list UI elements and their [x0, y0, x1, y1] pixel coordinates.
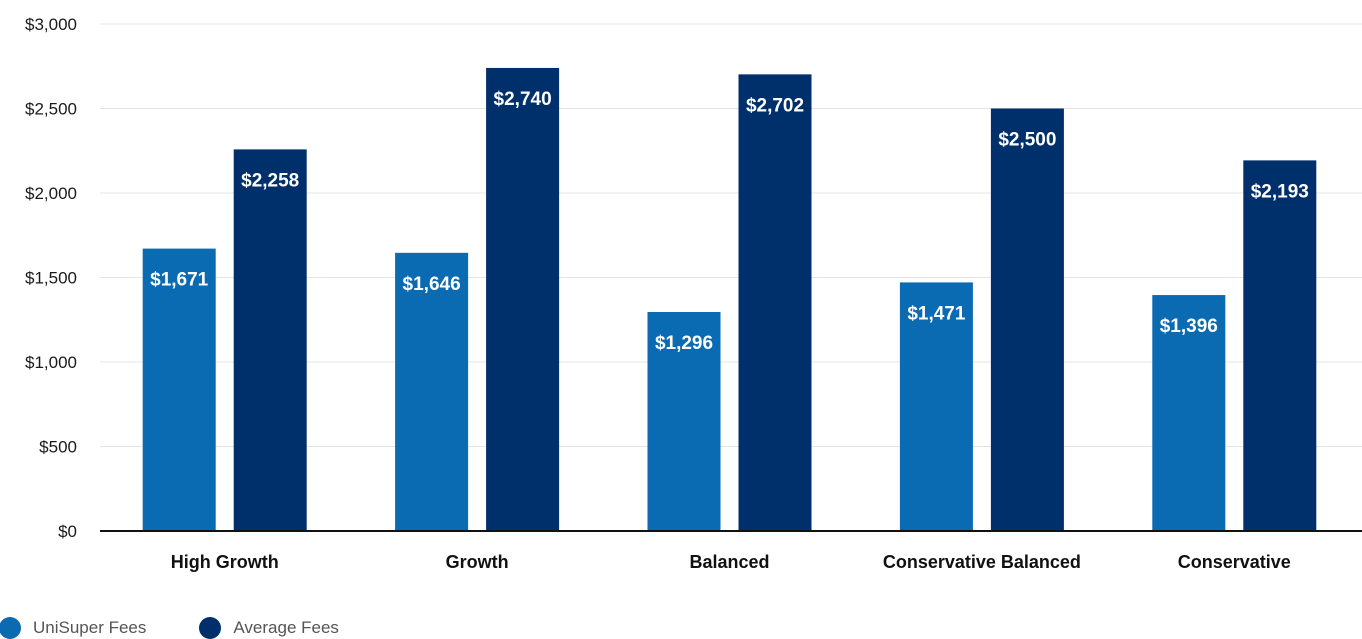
y-tick-label: $1,000 — [25, 353, 77, 372]
bar-average[interactable] — [486, 67, 560, 531]
y-tick-label: $2,000 — [25, 184, 77, 203]
bar-unisuper[interactable] — [1152, 295, 1226, 531]
bar-data-label: $2,258 — [241, 170, 299, 191]
legend-swatch-average — [199, 617, 222, 639]
bar-unisuper[interactable] — [647, 311, 721, 531]
y-tick-label: $500 — [39, 438, 77, 457]
y-tick-label: $0 — [58, 522, 77, 541]
bar-average[interactable] — [1243, 160, 1317, 531]
bar-average[interactable] — [990, 108, 1064, 532]
bar-data-label: $1,671 — [150, 270, 209, 291]
legend-item-unisuper[interactable]: UniSuper Fees — [0, 617, 146, 639]
bar-average[interactable] — [738, 74, 812, 531]
legend-item-average[interactable]: Average Fees — [199, 617, 339, 639]
x-category-label: Conservative Balanced — [883, 552, 1081, 572]
y-axis-ticks: $0 $500 $1,000 $1,500 $2,000 $2,500 $3,000 — [25, 15, 77, 541]
bar-data-label: $1,296 — [655, 333, 713, 354]
bar-data-label: $1,471 — [907, 303, 966, 324]
y-tick-label: $2,500 — [25, 100, 77, 119]
bar-data-label: $2,740 — [494, 89, 552, 110]
x-category-label: Growth — [446, 552, 509, 572]
legend-label-unisuper: UniSuper Fees — [33, 618, 147, 637]
x-axis-category-labels: High Growth Growth Balanced Conservative Ba… — [171, 552, 1291, 572]
bar-unisuper[interactable] — [899, 282, 973, 531]
y-tick-label: $1,500 — [25, 269, 77, 288]
bar-average[interactable] — [233, 149, 307, 531]
legend-swatch-unisuper — [0, 617, 21, 639]
bar-data-label: $2,193 — [1251, 181, 1309, 202]
bar-data-label: $1,646 — [403, 274, 461, 295]
bars — [142, 67, 1317, 532]
bar-unisuper[interactable] — [395, 252, 469, 532]
x-category-label: Conservative — [1178, 552, 1291, 572]
x-category-label: High Growth — [171, 552, 279, 572]
bar-unisuper[interactable] — [142, 248, 216, 531]
legend-label-average: Average Fees — [233, 618, 339, 637]
gridlines — [100, 23, 1362, 447]
bar-data-labels: $1,671 $2,258 $1,646 $2,740 $1,296 $2,702 $1,4… — [150, 89, 1309, 354]
y-tick-label: $3,000 — [25, 15, 77, 34]
legend: UniSuper Fees Average Fees — [0, 617, 393, 639]
bar-data-label: $1,396 — [1160, 316, 1218, 337]
bar-data-label: $2,500 — [998, 130, 1056, 151]
bar-data-label: $2,702 — [746, 95, 804, 116]
x-category-label: Balanced — [689, 552, 769, 572]
